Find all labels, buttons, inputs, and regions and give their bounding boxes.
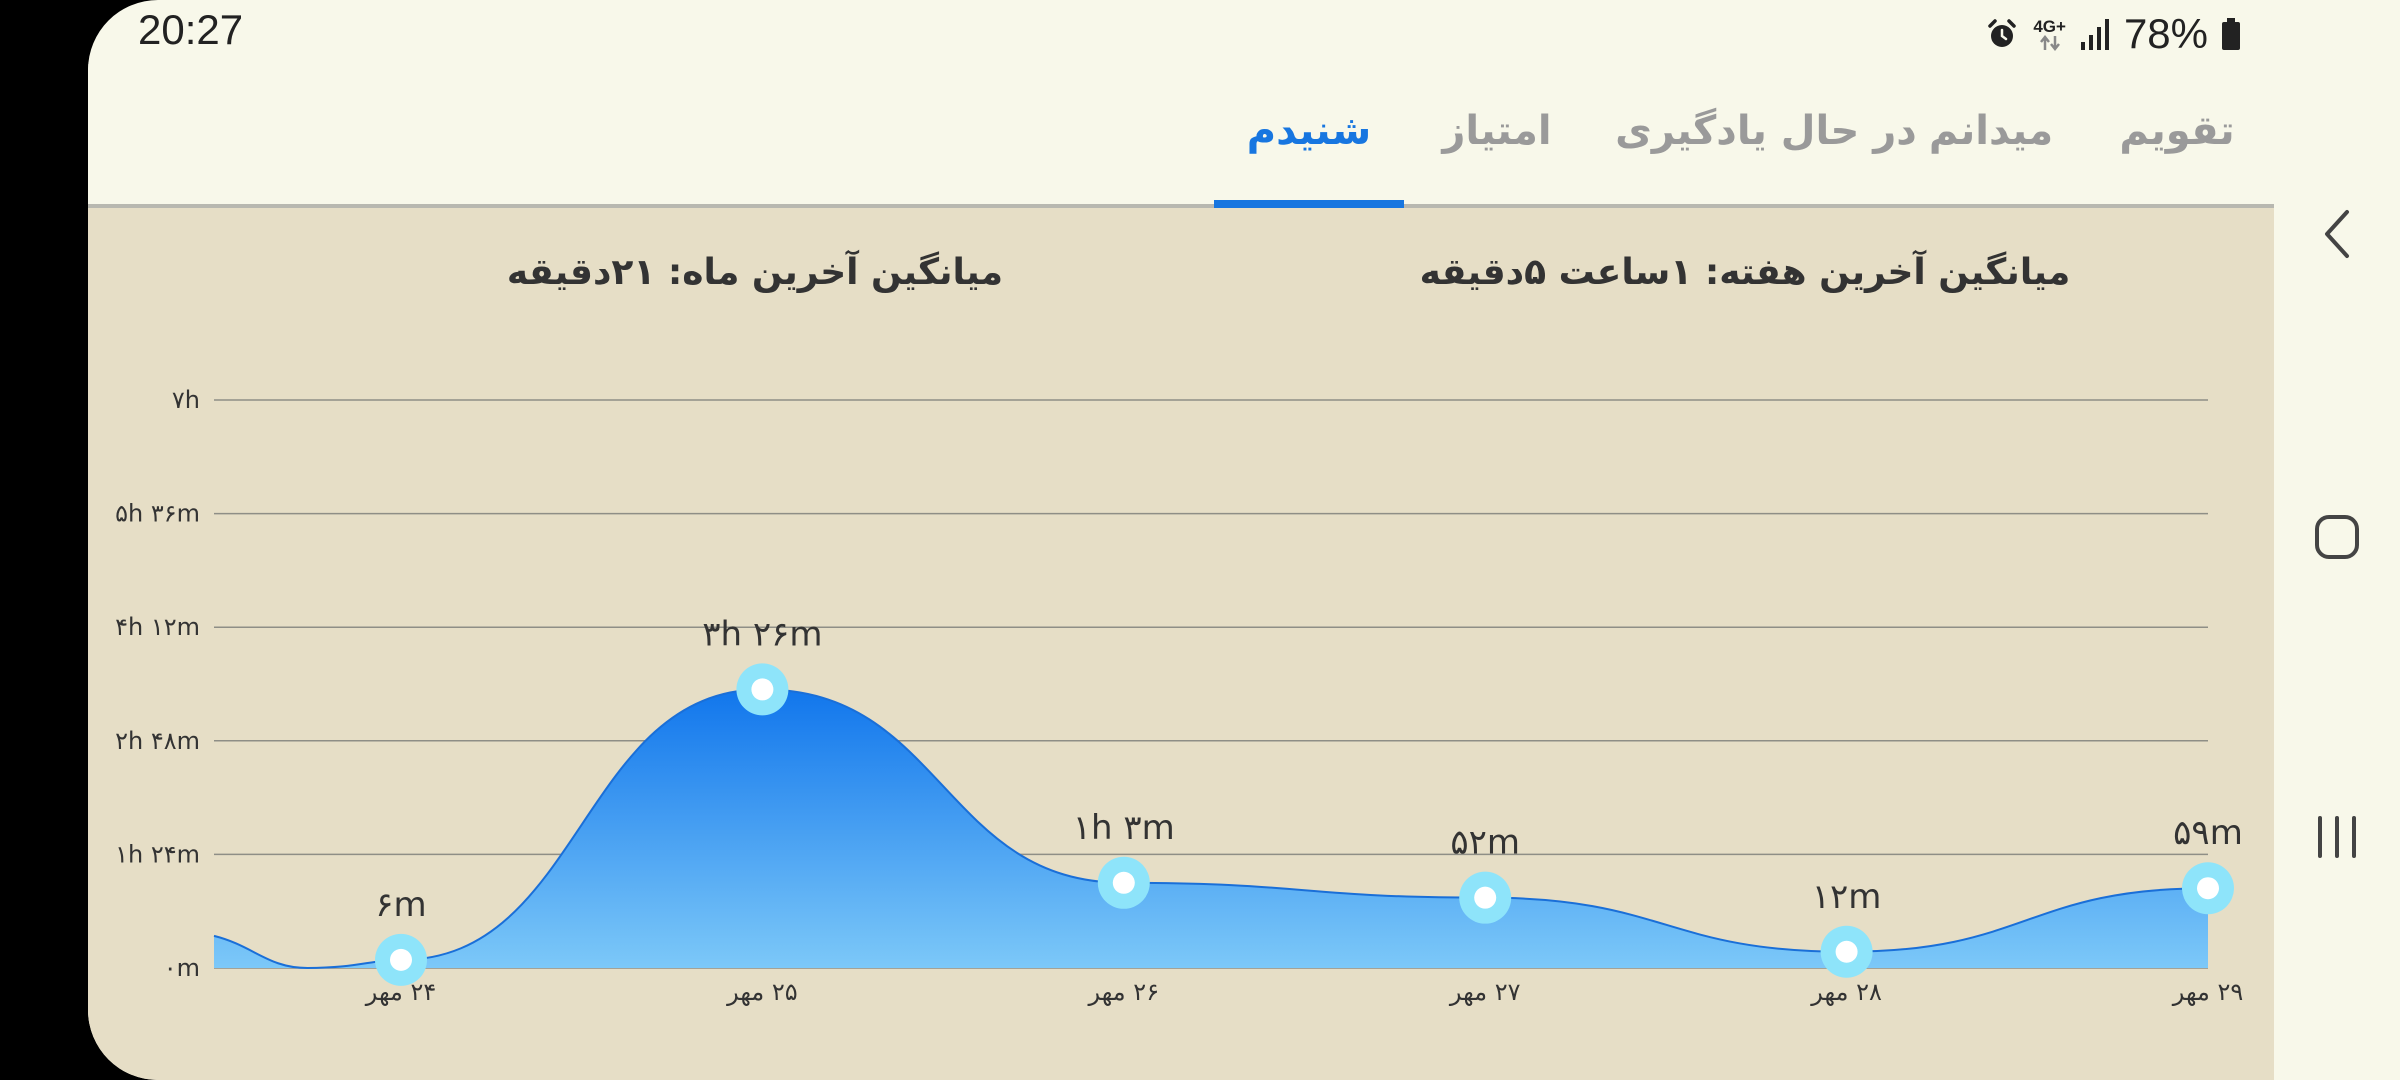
data-point-center (2197, 877, 2219, 900)
data-point-center (1474, 886, 1497, 909)
status-icons: 4G+ 78% (1985, 10, 2240, 58)
y-tick-label: ۰m (164, 954, 200, 982)
y-tick-label: ۱h ۲۴m (115, 840, 200, 868)
recents-icon (2318, 816, 2356, 858)
month-average-label: میانگین آخرین ماه: ۲۱دقیقه (506, 252, 1004, 293)
y-tick-label: ۴h ۱۲m (115, 613, 200, 641)
x-tick-label: ۲۴ مهر (365, 978, 437, 1006)
active-tab-indicator (1214, 200, 1404, 208)
data-point[interactable] (736, 663, 789, 716)
data-label: ۱h ۳m (1073, 808, 1175, 848)
x-tick-label: ۲۵ مهر (726, 978, 798, 1006)
signal-icon (2080, 19, 2109, 50)
navigation-bar (2274, 64, 2400, 1080)
back-icon (2325, 210, 2349, 258)
x-tick-label: ۲۶ مهر (1088, 978, 1160, 1006)
data-label: ۵۹m (2173, 813, 2243, 853)
tab-i-know[interactable]: میدانم (1928, 108, 2054, 154)
tab-learning[interactable]: در حال یادگیری (1615, 108, 1917, 154)
battery-icon (2222, 18, 2240, 50)
data-point[interactable] (1459, 871, 1512, 924)
status-time: 20:27 (138, 6, 244, 53)
data-label: ۵۲m (1450, 823, 1520, 863)
recents-button[interactable] (2274, 812, 2400, 862)
data-point[interactable] (2182, 862, 2234, 915)
x-tick-label: ۲۹ مهر (2172, 978, 2244, 1006)
data-point-center (1112, 871, 1135, 894)
y-tick-label: ۷h (172, 386, 200, 414)
data-point[interactable] (1820, 925, 1873, 978)
week-average-label: میانگین آخرین هفته: ۱ساعت ۵دقیقه (1419, 252, 2071, 293)
status-bar: 20:27 4G+ 78% (88, 0, 2400, 64)
network-4g-icon: 4G+ (2033, 18, 2066, 51)
data-label: ۱۲m (1812, 877, 1882, 917)
app-screen: 20:27 4G+ 78% (88, 0, 2400, 1080)
battery-percent: 78% (2123, 10, 2208, 57)
data-label: ۳h ۲۶m (702, 614, 822, 654)
y-tick-label: ۵h ۳۶m (115, 500, 200, 528)
tab-heard[interactable]: شنیدم (1246, 108, 1372, 154)
data-point[interactable] (375, 933, 427, 986)
tab-calendar[interactable]: تقویم (2119, 108, 2235, 154)
chart-panel: میانگین آخرین هفته: ۱ساعت ۵دقیقه میانگین… (88, 208, 2274, 1080)
data-point-center (751, 678, 774, 701)
data-point-center (1835, 940, 1858, 963)
y-tick-label: ۲h ۴۸m (115, 727, 200, 755)
x-tick-label: ۲۷ مهر (1449, 978, 1521, 1006)
alarm-icon (1988, 19, 2017, 47)
area-fill (214, 689, 2208, 968)
data-point-center (390, 948, 412, 971)
x-tick-label: ۲۸ مهر (1810, 978, 1882, 1006)
tab-bar: تقویم میدانم در حال یادگیری امتیاز شنیدم (88, 64, 2274, 208)
listening-time-chart: ۰m ۱h ۲۴m ۲h ۴۸m ۴h ۱۲m ۵h ۳۶m ۷h ۶m ۳h ۲۶m ۱h … (115, 386, 2244, 1006)
back-button[interactable] (2274, 204, 2400, 264)
home-button[interactable] (2274, 512, 2400, 562)
data-label: ۶m (375, 885, 426, 925)
data-point[interactable] (1097, 856, 1150, 909)
network-type: 4G+ (2033, 16, 2066, 36)
home-icon (2315, 515, 2359, 559)
tab-score[interactable]: امتیاز (1442, 108, 1552, 154)
